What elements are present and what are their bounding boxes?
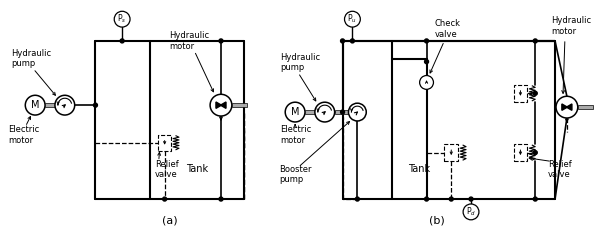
Circle shape <box>315 102 334 122</box>
Polygon shape <box>220 102 226 108</box>
Circle shape <box>219 197 223 201</box>
Text: Tank: Tank <box>407 164 430 174</box>
Circle shape <box>424 39 429 43</box>
Bar <box>305 110 315 114</box>
Text: Relief
valve: Relief valve <box>548 160 572 179</box>
Text: Hydraulic
pump: Hydraulic pump <box>280 53 320 72</box>
Text: P$_d$: P$_d$ <box>466 206 476 218</box>
Circle shape <box>210 94 232 116</box>
Circle shape <box>534 39 537 43</box>
Text: Electric
motor: Electric motor <box>8 125 39 144</box>
Text: Electric
motor: Electric motor <box>280 125 311 144</box>
Circle shape <box>350 39 354 43</box>
Circle shape <box>556 96 578 118</box>
Bar <box>514 144 527 161</box>
Text: Relief
valve: Relief valve <box>155 160 178 179</box>
Bar <box>444 144 458 161</box>
Bar <box>334 110 350 114</box>
Polygon shape <box>216 102 222 108</box>
Circle shape <box>534 151 537 154</box>
Circle shape <box>355 197 359 201</box>
Bar <box>232 103 246 107</box>
Text: Hydraulic
pump: Hydraulic pump <box>12 49 52 68</box>
Circle shape <box>219 39 223 43</box>
Circle shape <box>25 95 45 115</box>
Bar <box>578 105 592 109</box>
Text: (a): (a) <box>162 216 177 226</box>
Circle shape <box>469 197 473 201</box>
Circle shape <box>114 11 130 27</box>
Circle shape <box>463 204 479 220</box>
Circle shape <box>341 39 345 43</box>
Text: P$_s$: P$_s$ <box>118 13 127 25</box>
Circle shape <box>120 39 124 43</box>
Circle shape <box>345 11 361 27</box>
Circle shape <box>419 75 433 89</box>
Text: P$_u$: P$_u$ <box>347 13 358 25</box>
Bar <box>514 85 527 102</box>
Polygon shape <box>562 104 568 110</box>
Circle shape <box>534 197 537 201</box>
Bar <box>158 135 171 151</box>
Circle shape <box>424 197 429 201</box>
Text: Tank: Tank <box>186 164 208 174</box>
Text: M: M <box>31 100 39 110</box>
Circle shape <box>163 197 166 201</box>
Polygon shape <box>566 104 572 110</box>
Text: Check
valve: Check valve <box>435 19 461 39</box>
Circle shape <box>424 60 429 64</box>
Circle shape <box>449 197 453 201</box>
Circle shape <box>285 102 305 122</box>
Text: (b): (b) <box>429 216 444 226</box>
Circle shape <box>93 103 98 107</box>
Text: Hydraulic
motor: Hydraulic motor <box>551 16 591 36</box>
Circle shape <box>55 95 75 115</box>
Text: Hydraulic
motor: Hydraulic motor <box>169 31 209 51</box>
Bar <box>45 103 55 107</box>
Text: Booster
pump: Booster pump <box>279 165 312 184</box>
Circle shape <box>534 91 537 95</box>
Text: M: M <box>291 107 299 117</box>
Circle shape <box>348 103 366 121</box>
Circle shape <box>341 110 345 114</box>
